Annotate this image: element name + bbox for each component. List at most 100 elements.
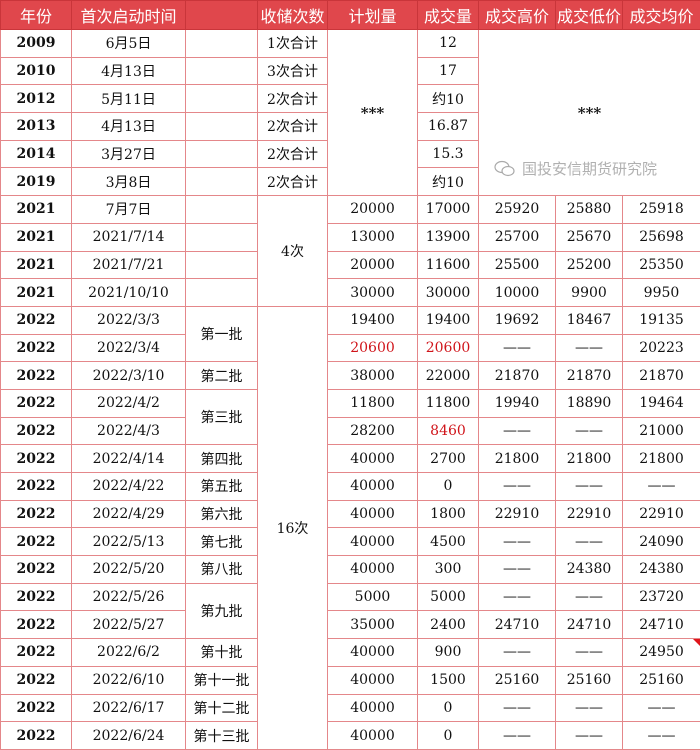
batch-cell xyxy=(185,29,258,58)
high-cell: 25920 xyxy=(478,195,556,224)
volume-cell: 0 xyxy=(417,693,479,723)
year-cell: 2019 xyxy=(0,167,72,197)
table-row: 2009 6月5日 1次合计 *** 12 *** xyxy=(0,28,700,197)
plan-cell: 40000 xyxy=(327,638,418,667)
header-plan: 计划量 xyxy=(327,0,418,30)
batch-cell: 第三批 xyxy=(185,388,258,446)
year-cell: 2012 xyxy=(0,84,72,114)
batch-cell xyxy=(185,56,258,86)
table-row: 2013 4月13日 2次合计 16.87 xyxy=(0,112,700,141)
avg-cell: 24380 xyxy=(622,555,700,584)
table-row: 2014 3月27日 2次合计 15.3 xyxy=(0,139,700,169)
table-row: 2022 2022/6/10 第十一批 40000 1500 25160 25160 2516… xyxy=(0,665,700,695)
volume-cell: 5000 xyxy=(417,582,479,612)
volume-cell: 17000 xyxy=(417,195,479,224)
start-date-cell: 7月7日 xyxy=(71,195,186,224)
start-date-cell: 2022/3/3 xyxy=(71,305,186,335)
start-date-cell: 3月8日 xyxy=(71,167,186,197)
year-cell: 2022 xyxy=(0,638,72,667)
plan-cell: 40000 xyxy=(327,444,418,473)
avg-cell: —— xyxy=(622,721,700,750)
start-date-cell: 2022/3/4 xyxy=(71,333,186,363)
low-cell: 22910 xyxy=(555,499,623,529)
plan-cell: 40000 xyxy=(327,472,418,501)
low-cell: 25160 xyxy=(555,665,623,695)
high-cell: 24710 xyxy=(478,610,556,640)
year-cell: 2021 xyxy=(0,250,72,280)
volume-cell: 16.87 xyxy=(417,112,479,141)
low-cell: 24710 xyxy=(555,610,623,640)
low-cell: —— xyxy=(555,527,623,557)
year-cell: 2021 xyxy=(0,195,72,224)
year-cell: 2022 xyxy=(0,472,72,501)
plan-cell: 38000 xyxy=(327,361,418,390)
plan-cell: 30000 xyxy=(327,278,418,307)
volume-cell: 900 xyxy=(417,638,479,667)
year-cell: 2022 xyxy=(0,610,72,640)
year-cell: 2014 xyxy=(0,139,72,169)
plan-cell: 40000 xyxy=(327,693,418,723)
table-row: 2022 2022/3/3 第一批 16次 19400 19400 19692 18467 19… xyxy=(0,305,700,750)
table-row: 2022 2022/6/17 第十二批 40000 0 —— —— —— xyxy=(0,693,700,723)
high-cell: —— xyxy=(478,693,556,723)
plan-cell: 40000 xyxy=(327,665,418,695)
volume-cell: 约10 xyxy=(417,84,479,114)
plan-cell: 11800 xyxy=(327,388,418,418)
volume-cell: 约10 xyxy=(417,167,479,197)
table-row: 2021 2021/10/10 30000 30000 10000 9900 9950 xyxy=(0,278,700,307)
low-cell: 21870 xyxy=(555,361,623,390)
year-cell: 2022 xyxy=(0,665,72,695)
volume-cell: 0 xyxy=(417,721,479,750)
batch-cell: 第十二批 xyxy=(185,693,258,723)
count-cell-2021: 4次 xyxy=(257,195,328,307)
avg-cell: 24950 xyxy=(622,638,700,667)
avg-cell: 25698 xyxy=(622,222,700,252)
volume-cell: 8460 xyxy=(417,416,479,446)
table-row: 2022 2022/5/26 第九批 5000 5000 —— —— 23720 xyxy=(0,582,700,640)
table-row: 2021 2021/7/21 20000 11600 25500 25200 25350 xyxy=(0,250,700,280)
year-cell: 2022 xyxy=(0,499,72,529)
year-cell: 2022 xyxy=(0,693,72,723)
batch-cell xyxy=(185,222,258,252)
volume-cell: 20600 xyxy=(417,333,479,363)
batch-cell: 第六批 xyxy=(185,499,258,529)
low-cell: 25670 xyxy=(555,222,623,252)
volume-cell: 2400 xyxy=(417,610,479,640)
volume-cell: 13900 xyxy=(417,222,479,252)
high-cell: —— xyxy=(478,416,556,446)
count-cell: 1次合计 xyxy=(257,29,328,58)
year-cell: 2022 xyxy=(0,555,72,584)
header-avg: 成交均价 xyxy=(622,0,700,30)
batch-cell: 第四批 xyxy=(185,444,258,473)
start-date-cell: 2022/5/13 xyxy=(71,527,186,557)
volume-cell: 0 xyxy=(417,472,479,501)
start-date-cell: 4月13日 xyxy=(71,112,186,141)
high-cell: 19692 xyxy=(478,305,556,335)
start-date-cell: 2022/3/10 xyxy=(71,361,186,390)
batch-cell xyxy=(185,139,258,169)
count-cell: 2次合计 xyxy=(257,167,328,197)
table-row: 2021 7月7日 4次 20000 17000 25920 25880 25918 xyxy=(0,195,700,307)
batch-cell xyxy=(185,278,258,307)
table-row: 2012 5月11日 2次合计 约10 xyxy=(0,84,700,114)
start-date-cell: 5月11日 xyxy=(71,84,186,114)
header-high: 成交高价 xyxy=(478,0,556,30)
header-volume: 成交量 xyxy=(417,0,479,30)
batch-cell: 第八批 xyxy=(185,555,258,584)
plan-cell: 20000 xyxy=(327,250,418,280)
table-row: 2022 2022/4/2 第三批 11800 11800 19940 18890 19464 xyxy=(0,388,700,446)
year-cell: 2022 xyxy=(0,582,72,612)
year-cell: 2021 xyxy=(0,278,72,307)
table-row: 2021 2021/7/14 13000 13900 25700 25670 25698 xyxy=(0,222,700,252)
low-cell: 24380 xyxy=(555,555,623,584)
batch-cell xyxy=(185,167,258,197)
batch-cell: 第二批 xyxy=(185,361,258,390)
avg-cell: 24710 xyxy=(622,610,700,640)
year-cell: 2021 xyxy=(0,222,72,252)
year-cell: 2022 xyxy=(0,333,72,363)
start-date-cell: 2022/4/22 xyxy=(71,472,186,501)
avg-cell: 22910 xyxy=(622,499,700,529)
table-row: 2022 2022/4/22 第五批 40000 0 —— —— —— xyxy=(0,472,700,501)
year-cell: 2022 xyxy=(0,527,72,557)
